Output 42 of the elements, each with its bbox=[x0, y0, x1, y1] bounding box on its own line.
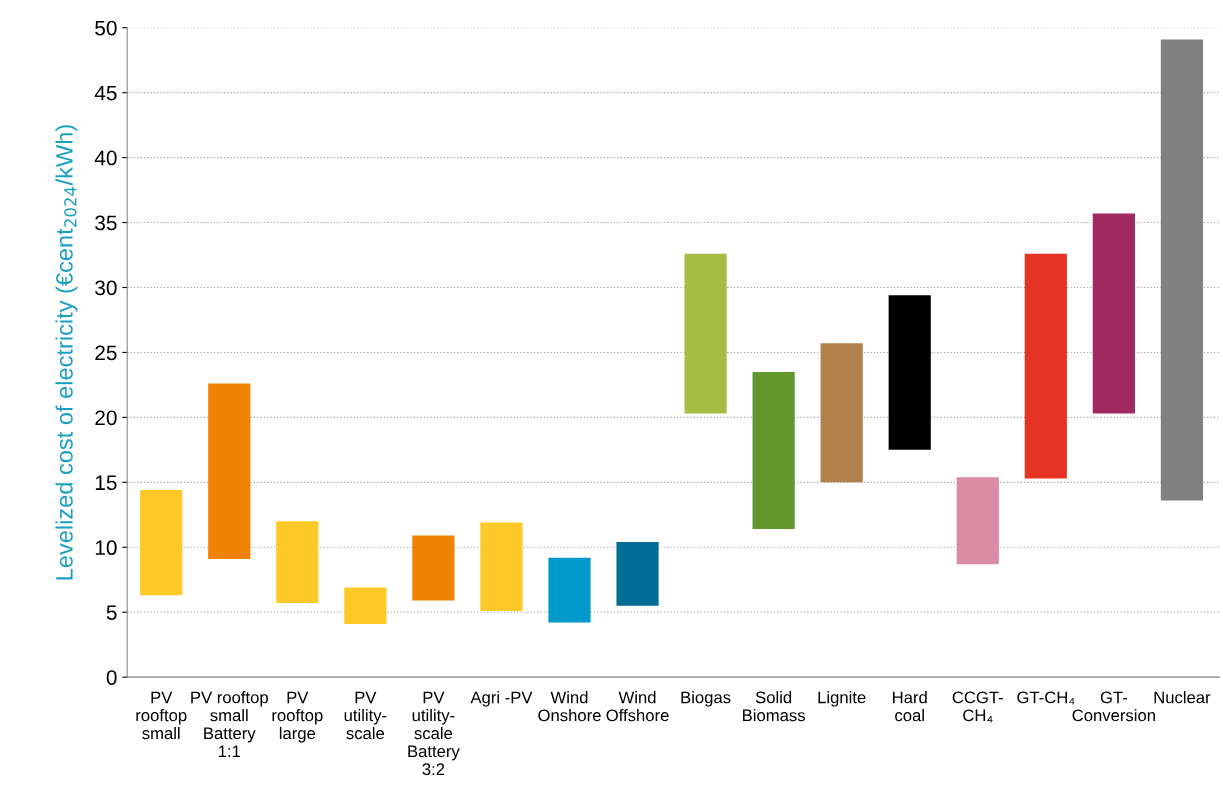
x-tick-label: CCGT- CH₄ bbox=[952, 691, 1003, 723]
x-tick-label: Hard coal bbox=[893, 691, 927, 722]
x-tick-label: Solid Biomass bbox=[743, 691, 805, 722]
y-tick-label: 5 bbox=[106, 605, 117, 620]
bar bbox=[616, 542, 659, 606]
x-tick-label: Wind Offshore bbox=[606, 691, 669, 722]
y-axis-title: Levelized cost of electricity (€cent$_{2024}$/kWh) bbox=[55, 125, 78, 580]
bar bbox=[888, 295, 931, 450]
y-tick-label: 25 bbox=[95, 345, 117, 361]
y-tick-label: 45 bbox=[94, 85, 117, 101]
bar bbox=[480, 522, 523, 611]
y-tick-label: 40 bbox=[94, 150, 117, 166]
y-tick-label: 10 bbox=[95, 540, 117, 556]
bar bbox=[1160, 39, 1203, 501]
x-tick-label: Wind Onshore bbox=[538, 691, 601, 722]
bar bbox=[820, 343, 863, 483]
x-tick-label: PV rooftop small bbox=[136, 691, 187, 740]
y-tick-label: 50 bbox=[95, 20, 117, 36]
bar bbox=[208, 383, 251, 559]
y-tick-label: 35 bbox=[95, 215, 117, 231]
bar bbox=[1092, 213, 1135, 414]
y-tick-label: 0 bbox=[106, 670, 117, 685]
x-tick-label: PV utility- scale Battery 3:2 bbox=[408, 691, 460, 776]
bar bbox=[684, 253, 727, 414]
bar bbox=[412, 535, 455, 601]
x-tick-label: Biogas bbox=[681, 691, 731, 707]
y-tick-label: 30 bbox=[95, 280, 117, 296]
x-tick-label: Lignite bbox=[818, 691, 866, 707]
y-tick-label: 20 bbox=[95, 410, 117, 426]
x-tick-label: PV utility- scale bbox=[344, 691, 387, 740]
x-tick-label: PV rooftop small Battery 1:1 bbox=[191, 691, 268, 757]
bar bbox=[956, 477, 999, 565]
x-tick-label: Nuclear bbox=[1154, 691, 1211, 704]
bar bbox=[548, 557, 591, 623]
bar bbox=[1024, 253, 1067, 479]
bar bbox=[276, 521, 319, 604]
x-tick-label: PV rooftop large bbox=[272, 691, 323, 743]
y-tick-label: 15 bbox=[95, 475, 117, 491]
bar bbox=[140, 490, 183, 596]
bar bbox=[344, 587, 387, 624]
bar bbox=[752, 371, 795, 530]
x-tick-label: Agri -PV bbox=[470, 691, 533, 707]
